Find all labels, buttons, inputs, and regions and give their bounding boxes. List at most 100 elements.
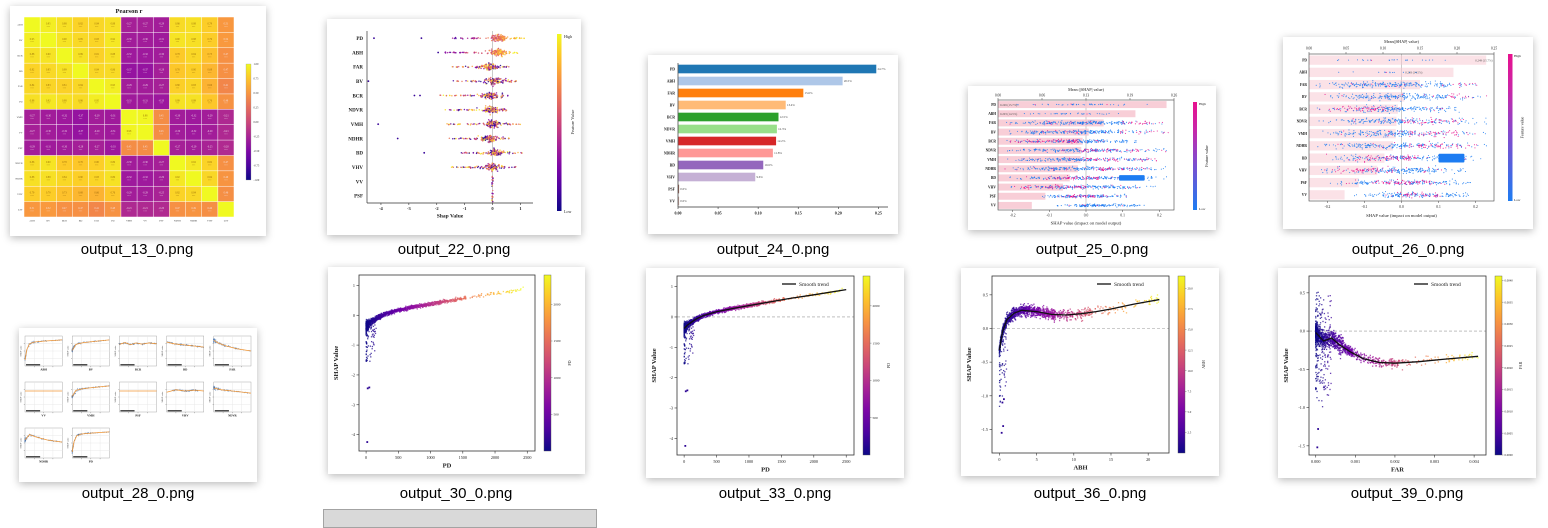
svg-text:0.82: 0.82 [78,22,83,25]
svg-text:***: *** [95,72,99,74]
svg-text:***: *** [30,72,34,74]
image-caption: output_39_0.png [1350,485,1464,502]
svg-text:0.48: 0.48 [224,99,229,102]
svg-text:0.75: 0.75 [254,78,259,81]
svg-text:***: *** [47,149,51,151]
horizontal-scrollbar[interactable] [323,509,597,528]
svg-text:***: *** [30,134,34,136]
svg-text:0.0: 0.0 [1084,214,1089,218]
svg-text:***: *** [176,88,180,90]
svg-text:***: *** [47,103,51,105]
svg-text:***: *** [63,88,67,90]
svg-text:***: *** [143,149,147,151]
svg-text:***: *** [79,134,83,136]
svg-text:20.5%: 20.5% [844,79,852,83]
svg-text:***: *** [47,72,51,74]
svg-text:-0.30: -0.30 [175,115,181,118]
svg-text:-0.32: -0.32 [191,115,197,118]
svg-text:BCR: BCR [62,220,67,223]
svg-text:***: *** [143,165,147,167]
svg-text:-0.21: -0.21 [223,115,229,118]
svg-text:0.46: 0.46 [224,192,229,195]
thumbnail-output-25-0[interactable]: Mean (|SHAP| value) 0.00 0.06 0.13 0.19 0.26 P… [968,86,1216,230]
svg-text:PSF: PSF [668,187,675,191]
svg-text:BD: BD [356,152,363,157]
svg-text:***: *** [143,103,147,105]
svg-text:-0.30: -0.30 [175,130,181,133]
svg-text:***: *** [208,119,212,121]
svg-text:***: *** [224,72,228,74]
thumbnail-output-13-0[interactable]: Pearson r 0.95 *** 0.88 *** 0.82 *** 0.84 *** 0.8… [10,6,266,236]
svg-text:0.20: 0.20 [1454,47,1460,51]
svg-text:***: *** [30,211,34,213]
svg-text:***: *** [127,149,131,151]
svg-text:-0.30: -0.30 [126,38,132,41]
svg-text:0.2: 0.2 [1157,214,1162,218]
svg-text:***: *** [47,119,51,121]
svg-text:NDVR: NDVR [349,109,364,114]
svg-text:0.89: 0.89 [62,69,67,72]
svg-text:0.48: 0.48 [111,207,116,210]
thumbnail-output-30-0[interactable]: 0 500 1000 1500 2000 2500 1 0 -1 -2 -3 -4 PD SHAP Val… [328,267,585,474]
svg-text:0.05: 0.05 [1343,47,1349,51]
svg-text:0.49: 0.49 [191,207,196,210]
svg-text:-0.29: -0.29 [191,145,197,148]
svg-text:***: *** [79,26,83,28]
svg-text:***: *** [176,42,180,44]
svg-text:0.45: 0.45 [143,145,148,148]
svg-text:-0.29: -0.29 [94,130,100,133]
svg-text:12.3%: 12.3% [778,127,786,131]
svg-text:0.88: 0.88 [30,176,35,179]
svg-text:***: *** [63,165,67,167]
svg-text:High: High [564,34,572,39]
thumbnail-output-22-0[interactable]: PD ABH FAR BV BCR NDVR VMH NDHR BD VHV VV PSF -4 -3 -2… [327,19,581,235]
svg-text:***: *** [192,26,196,28]
svg-text:FAR: FAR [1300,83,1308,87]
svg-text:***: *** [224,196,228,198]
svg-text:***: *** [176,180,180,182]
svg-text:VV: VV [670,199,676,203]
image-caption: output_30_0.png [399,485,513,502]
svg-text:***: *** [176,119,180,121]
svg-text:***: *** [160,134,164,136]
svg-text:0.79: 0.79 [30,192,35,195]
svg-text:-0.33: -0.33 [159,99,165,102]
svg-text:***: *** [111,211,115,213]
svg-text:***: *** [224,180,228,182]
image-caption: output_36_0.png [1033,485,1147,502]
svg-text:VV: VV [19,131,23,134]
svg-text:ABH: ABH [17,24,22,27]
thumbnail-output-36-0[interactable]: 0 5 10 15 20 0.5 0.0 -0.5 -1.0 -1.5 ABH SHAP Value S… [961,268,1219,476]
thumbnail-output-28-0[interactable]: ABH SHAP value BV SHAP value BCR SHAP value BD… [19,328,257,482]
svg-text:***: *** [208,134,212,136]
svg-text:***: *** [79,180,83,182]
thumbnail-output-26-0[interactable]: Mean(|SHAP| value) 0.00 0.05 0.10 0.15 0.20 0.… [1283,37,1533,229]
svg-text:0.98: 0.98 [143,115,148,118]
svg-text:***: *** [208,180,212,182]
svg-text:***: *** [79,88,83,90]
svg-text:0.78: 0.78 [62,161,67,164]
svg-text:0.47: 0.47 [224,161,229,164]
svg-text:0.86: 0.86 [30,161,35,164]
svg-text:0.88: 0.88 [111,53,116,56]
thumbnail-output-24-0[interactable]: PD 24.7% ABH 20.5% FAR 15.6% BV 13.4% BCR 12.5% ND… [648,55,898,234]
thumbnail-output-33-0[interactable]: 0 500 1000 1500 2000 2500 1 0 -1 -2 -3 -4 PD SHAP Val… [646,268,904,478]
svg-text:0.25: 0.25 [875,211,882,216]
svg-text:VV: VV [143,220,147,223]
svg-text:-0.32: -0.32 [62,130,68,133]
svg-text:-0.30: -0.30 [142,38,148,41]
svg-text:***: *** [208,72,212,74]
svg-text:0.66: 0.66 [207,84,212,87]
svg-text:NDHR: NDHR [190,220,197,223]
svg-text:0.82: 0.82 [30,69,35,72]
svg-text:***: *** [160,180,164,182]
svg-text:***: *** [47,196,51,198]
svg-text:***: *** [160,42,164,44]
thumbnail-output-39-0[interactable]: 0.000 0.001 0.002 0.003 0.004 0.5 0.0 -0.5 -1.0-… [1278,268,1536,478]
svg-text:***: *** [95,134,99,136]
svg-text:***: *** [160,88,164,90]
svg-text:***: *** [160,211,164,213]
